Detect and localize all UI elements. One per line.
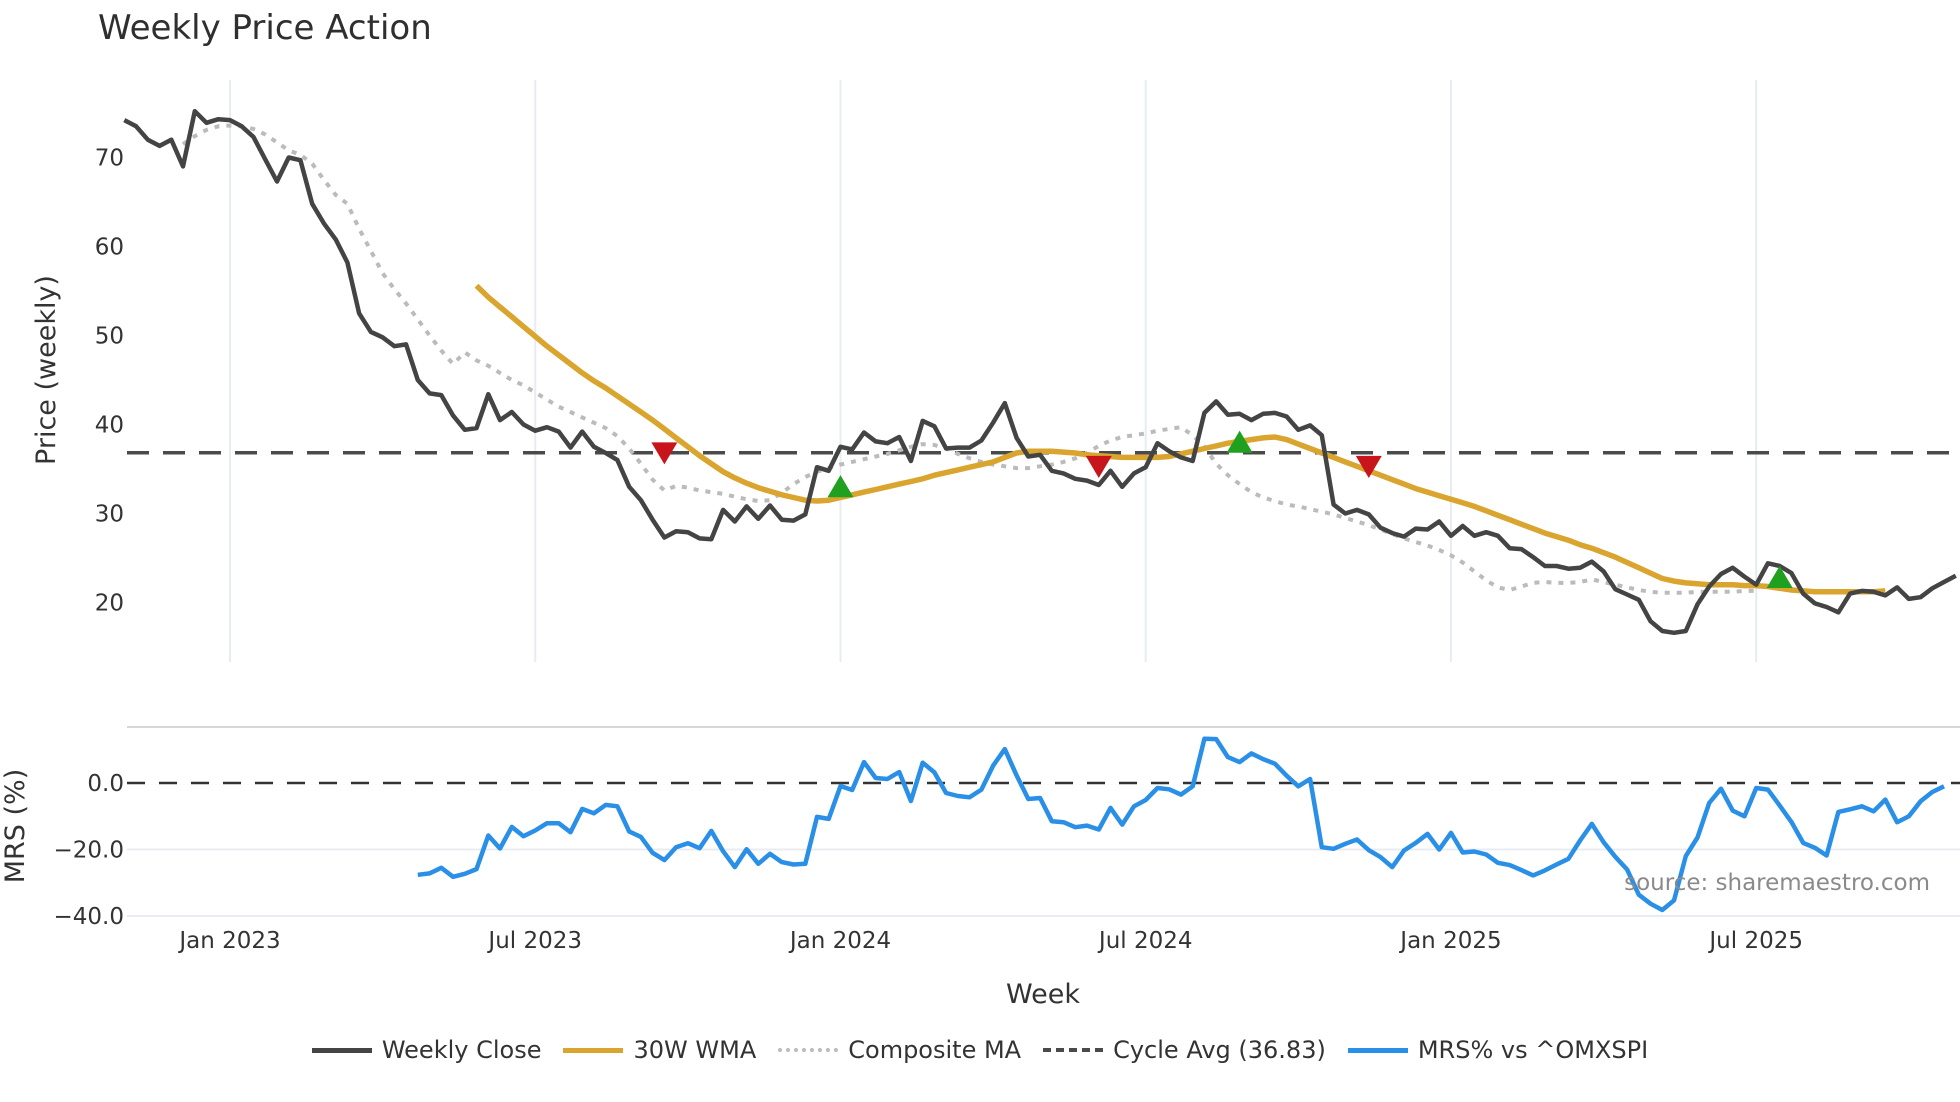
sell-signal-triangle-down-icon [1085, 455, 1112, 479]
composite-ma-line [181, 123, 1757, 595]
mrs-tick-label: −40.0 [54, 904, 124, 930]
price-y-axis-label: Price (weekly) [31, 275, 62, 465]
price-tick-label: 20 [95, 591, 124, 617]
x-tick-label: Jul 2025 [1707, 928, 1803, 954]
x-tick-label: Jan 2023 [177, 928, 280, 954]
price-tick-label: 50 [95, 324, 124, 350]
legend-label: 30W WMA [633, 1036, 757, 1064]
x-tick-label: Jul 2024 [1097, 928, 1193, 954]
gridlines [127, 80, 1960, 917]
legend-item-wma[interactable]: 30W WMA [563, 1036, 756, 1064]
price-tick-label: 60 [95, 235, 124, 261]
buy-signal-triangle-up-icon [1226, 430, 1253, 453]
buy-signal-triangle-up-icon [827, 475, 854, 498]
mrs-y-axis-ticks: 0.0 −20.0 −40.0 [54, 771, 124, 930]
x-tick-label: Jan 2025 [1398, 928, 1501, 954]
legend-swatch-dotted-icon [778, 1048, 839, 1052]
wma-30w-line [474, 283, 1886, 595]
legend-label: Cycle Avg (36.83) [1113, 1036, 1326, 1064]
mrs-y-axis-label: MRS (%) [0, 769, 31, 884]
chart-title: Weekly Price Action [98, 8, 432, 48]
legend-label: Weekly Close [381, 1036, 542, 1064]
x-axis-ticks: Jan 2023 Jul 2023 Jan 2024 Jul 2024 Jan 2025… [177, 928, 1803, 954]
legend-swatch-dashed-icon [1043, 1048, 1104, 1052]
price-tick-label: 40 [95, 413, 124, 439]
price-tick-label: 70 [95, 146, 124, 172]
x-tick-label: Jul 2023 [486, 928, 582, 954]
sell-signal-triangle-down-icon [651, 442, 678, 465]
mrs-line [417, 736, 1945, 913]
weekly-close-line [123, 108, 1957, 636]
legend-swatch-solid-icon [563, 1047, 624, 1053]
legend-item-weekly-close[interactable]: Weekly Close [311, 1036, 542, 1064]
legend: Weekly Close 30W WMA Composite MA Cycle … [0, 1036, 1960, 1064]
buy-signal-triangle-up-icon [1766, 565, 1793, 588]
source-annotation: source: sharemaestro.com [1624, 870, 1930, 896]
legend-item-cycle-avg[interactable]: Cycle Avg (36.83) [1043, 1036, 1326, 1064]
price-tick-label: 30 [95, 502, 124, 528]
legend-swatch-solid-icon [1347, 1047, 1408, 1053]
legend-label: MRS% vs ^OMXSPI [1417, 1036, 1649, 1064]
price-y-axis-ticks: 20 30 40 50 60 70 [95, 146, 124, 617]
x-tick-label: Jan 2024 [788, 928, 891, 954]
legend-swatch-solid-icon [311, 1047, 372, 1053]
mrs-tick-label: −20.0 [54, 838, 124, 864]
signal-markers [651, 430, 1793, 588]
mrs-tick-label: 0.0 [87, 771, 124, 797]
legend-item-mrs[interactable]: MRS% vs ^OMXSPI [1347, 1036, 1649, 1064]
legend-item-composite-ma[interactable]: Composite MA [778, 1036, 1021, 1064]
sell-signal-triangle-down-icon [1355, 455, 1382, 479]
x-axis-label: Week [1006, 979, 1080, 1010]
legend-label: Composite MA [848, 1036, 1022, 1064]
